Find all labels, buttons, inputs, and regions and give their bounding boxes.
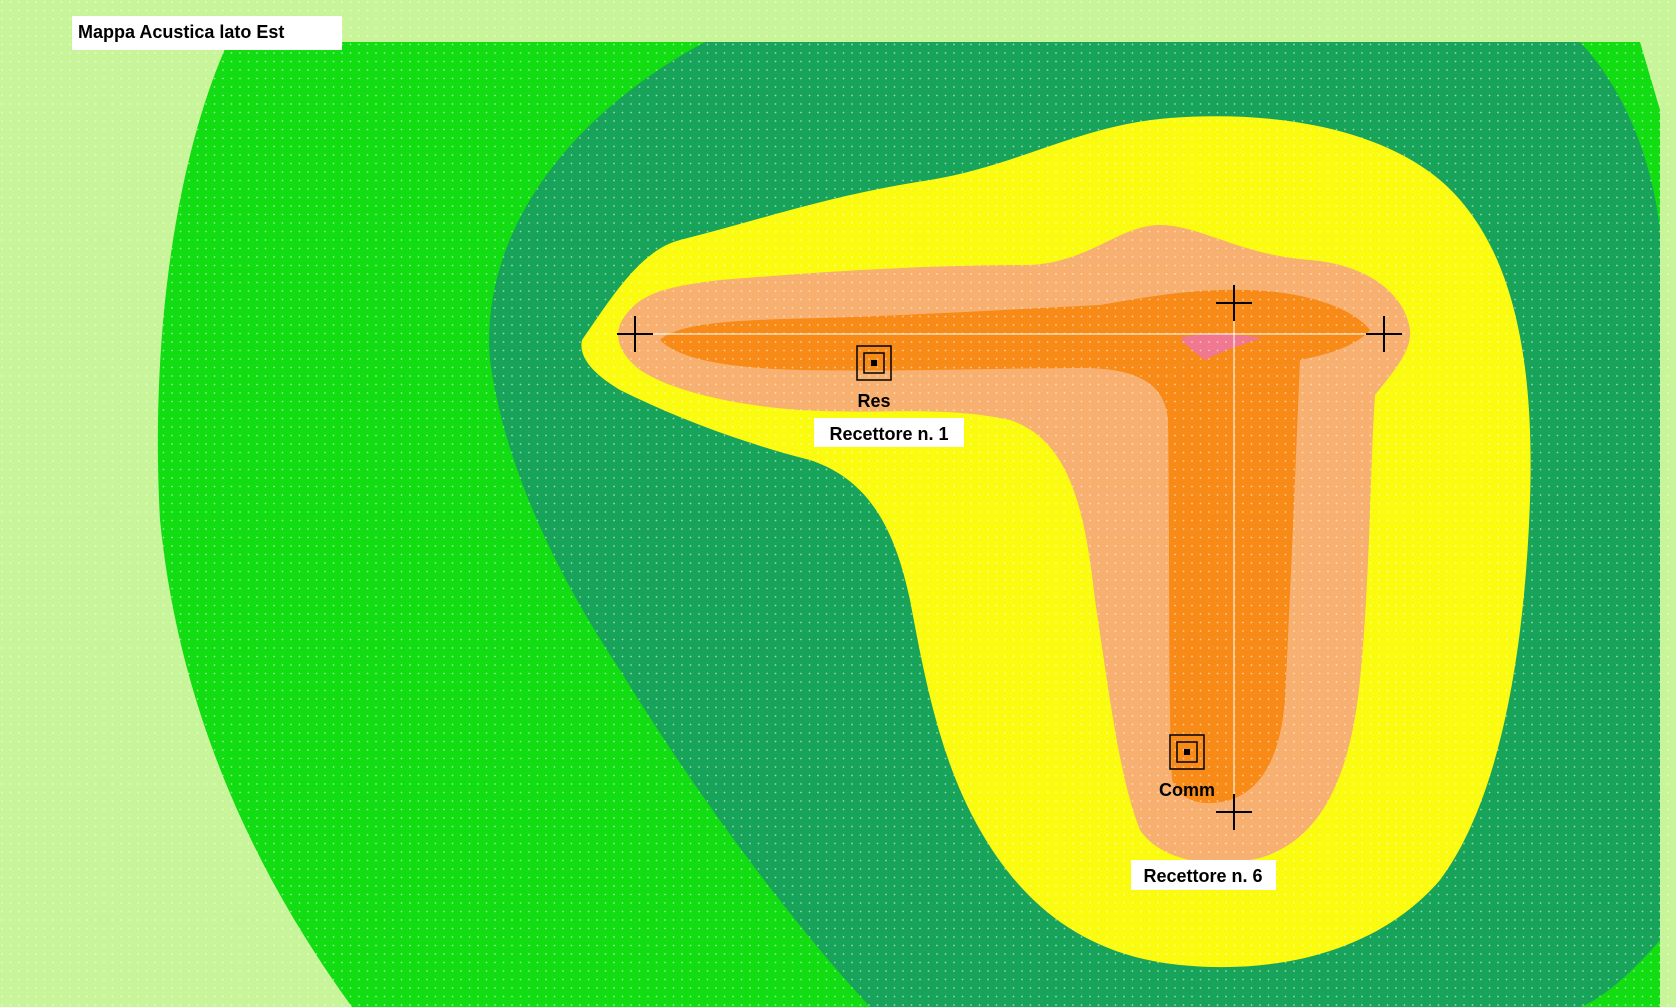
receptor-square-icon[interactable] bbox=[856, 345, 892, 381]
crosshair-icon[interactable] bbox=[617, 316, 653, 352]
receptor-type-label: Res bbox=[857, 391, 890, 411]
title-box bbox=[72, 16, 342, 50]
map-title: Mappa Acustica lato Est bbox=[78, 22, 284, 42]
receptor-label-box bbox=[814, 418, 964, 447]
receptor-type-label: Comm bbox=[1159, 780, 1215, 800]
crosshair-icon[interactable] bbox=[1216, 285, 1252, 321]
receptor-square-icon[interactable] bbox=[1169, 734, 1205, 770]
receptor-name-label: Recettore n. 6 bbox=[1143, 866, 1262, 886]
crosshair-icon[interactable] bbox=[1366, 316, 1402, 352]
crosshair-icon[interactable] bbox=[1216, 794, 1252, 830]
receptor-label-box bbox=[1131, 860, 1276, 890]
receptor-name-label: Recettore n. 1 bbox=[829, 424, 948, 444]
